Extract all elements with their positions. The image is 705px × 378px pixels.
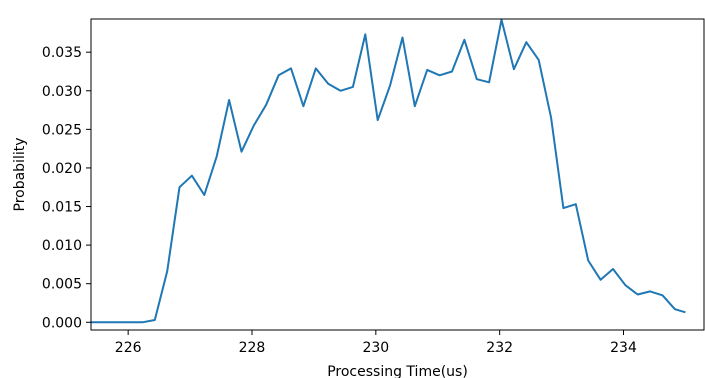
x-tick-label: 232 xyxy=(486,340,513,356)
y-tick-label: 0.035 xyxy=(42,45,82,61)
y-tick-label: 0.030 xyxy=(42,84,82,100)
series-line-0 xyxy=(91,18,686,324)
y-tick-label: 0.025 xyxy=(42,122,82,138)
x-axis: 226 228 230 232 234 xyxy=(115,330,637,356)
y-axis-label: Probability xyxy=(12,137,28,211)
y-tick-label: 0.010 xyxy=(42,238,82,254)
y-tick-label: 0.005 xyxy=(42,277,82,293)
y-tick-label: 0.000 xyxy=(42,315,82,331)
x-tick-label: 230 xyxy=(362,340,389,356)
x-tick-label: 228 xyxy=(239,340,266,356)
plot-area xyxy=(91,18,686,324)
y-tick-label: 0.020 xyxy=(42,161,82,177)
plot-frame xyxy=(90,18,705,331)
x-axis-label: Processing Time(us) xyxy=(327,364,468,378)
y-tick-label: 0.015 xyxy=(42,200,82,216)
x-tick-label: 226 xyxy=(115,340,142,356)
x-tick-label: 234 xyxy=(610,340,637,356)
y-axis: 0.000 0.005 0.010 0.015 0.020 0.025 0.030 0.035 xyxy=(42,45,91,331)
